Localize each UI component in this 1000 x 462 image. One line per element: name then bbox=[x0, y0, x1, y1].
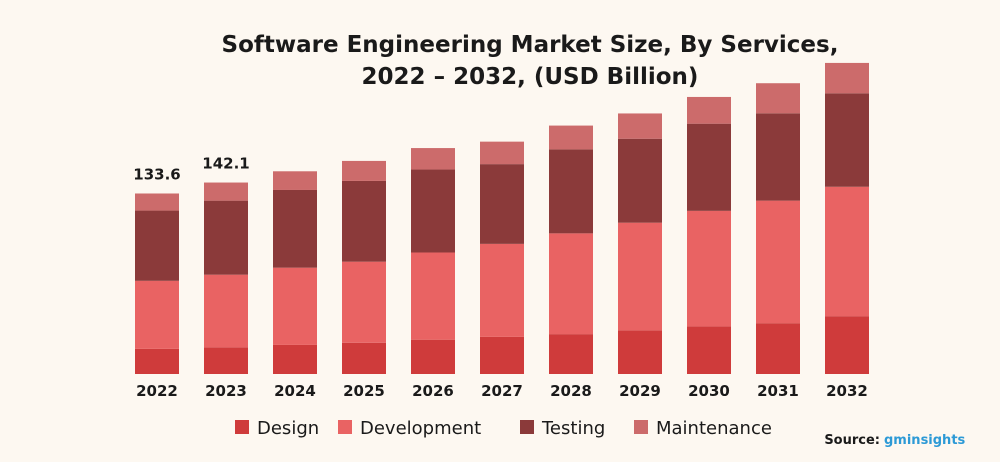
x-tick-2030: 2030 bbox=[688, 382, 730, 400]
legend-label-development: Development bbox=[360, 418, 481, 439]
x-tick-2023: 2023 bbox=[205, 382, 247, 400]
bar-2025-development bbox=[342, 261, 386, 343]
bar-2027-testing bbox=[480, 164, 524, 244]
bar-2024-development bbox=[273, 267, 317, 345]
bar-2022-maintenance bbox=[135, 193, 179, 211]
bar-2030-maintenance bbox=[687, 96, 731, 124]
bar-2023-testing bbox=[204, 200, 248, 275]
legend-label-maintenance: Maintenance bbox=[656, 418, 772, 439]
bar-2032-maintenance bbox=[825, 62, 869, 94]
bar-2032-design bbox=[825, 316, 869, 374]
legend-swatch-maintenance bbox=[634, 420, 648, 434]
x-axis-ticks: 2022 2023 2024 2025 2026 2027 2028 2029 2030 2031… bbox=[136, 382, 868, 400]
bar-2024-design bbox=[273, 344, 317, 374]
x-tick-2022: 2022 bbox=[136, 382, 178, 400]
bar-2023-design bbox=[204, 347, 248, 374]
bar-2026-maintenance bbox=[411, 148, 455, 170]
bar-2022-testing bbox=[135, 210, 179, 281]
bar-2022-design bbox=[135, 348, 179, 374]
bar-2025-maintenance bbox=[342, 160, 386, 181]
x-tick-2025: 2025 bbox=[343, 382, 385, 400]
bar-2031-design bbox=[756, 323, 800, 374]
data-label-2022: 133.6 bbox=[133, 165, 180, 183]
x-tick-2029: 2029 bbox=[619, 382, 661, 400]
bar-2028-development bbox=[549, 233, 593, 335]
bar-2028-design bbox=[549, 334, 593, 374]
legend-label-testing: Testing bbox=[541, 418, 605, 439]
x-tick-2028: 2028 bbox=[550, 382, 592, 400]
bar-2026-testing bbox=[411, 169, 455, 253]
bar-2024-maintenance bbox=[273, 171, 317, 190]
bar-2031-maintenance bbox=[756, 83, 800, 114]
source-brand: gminsights bbox=[884, 433, 966, 448]
bar-2028-testing bbox=[549, 149, 593, 234]
x-tick-2024: 2024 bbox=[274, 382, 316, 400]
x-tick-2031: 2031 bbox=[757, 382, 799, 400]
bar-2023-maintenance bbox=[204, 182, 248, 201]
bar-2030-design bbox=[687, 326, 731, 374]
bar-2023-development bbox=[204, 274, 248, 348]
bar-2032-testing bbox=[825, 93, 869, 187]
data-label-2023: 142.1 bbox=[202, 155, 249, 173]
bar-2028-maintenance bbox=[549, 125, 593, 150]
bar-2025-testing bbox=[342, 180, 386, 262]
legend-label-design: Design bbox=[257, 418, 319, 439]
chart-title: Software Engineering Market Size, By Ser… bbox=[222, 32, 839, 58]
bar-2030-development bbox=[687, 210, 731, 327]
bar-2029-development bbox=[618, 222, 662, 331]
bar-2031-testing bbox=[756, 113, 800, 201]
bar-2027-development bbox=[480, 243, 524, 337]
bar-2025-design bbox=[342, 342, 386, 374]
bar-2024-testing bbox=[273, 189, 317, 268]
bar-2026-development bbox=[411, 252, 455, 340]
bar-2022-development bbox=[135, 280, 179, 349]
bar-2026-design bbox=[411, 339, 455, 374]
bar-2031-development bbox=[756, 200, 800, 324]
source-label: Source: bbox=[824, 433, 880, 448]
bar-2032-development bbox=[825, 186, 869, 317]
x-tick-2026: 2026 bbox=[412, 382, 454, 400]
x-tick-2032: 2032 bbox=[826, 382, 868, 400]
legend-swatch-testing bbox=[520, 420, 534, 434]
bar-2029-design bbox=[618, 330, 662, 374]
legend: Design Development Testing Maintenance bbox=[235, 418, 772, 439]
chart-subtitle: 2022 – 2032, (USD Billion) bbox=[362, 64, 699, 90]
legend-swatch-design bbox=[235, 420, 249, 434]
source-credit: Source: gminsights bbox=[824, 433, 965, 448]
bar-2027-maintenance bbox=[480, 141, 524, 165]
bars-group bbox=[135, 62, 869, 374]
legend-swatch-development bbox=[338, 420, 352, 434]
data-labels: 133.6 142.1 bbox=[133, 155, 249, 184]
bar-2029-testing bbox=[618, 138, 662, 223]
bar-2027-design bbox=[480, 336, 524, 374]
x-tick-2027: 2027 bbox=[481, 382, 523, 400]
bar-2029-maintenance bbox=[618, 113, 662, 139]
bar-2030-testing bbox=[687, 123, 731, 211]
